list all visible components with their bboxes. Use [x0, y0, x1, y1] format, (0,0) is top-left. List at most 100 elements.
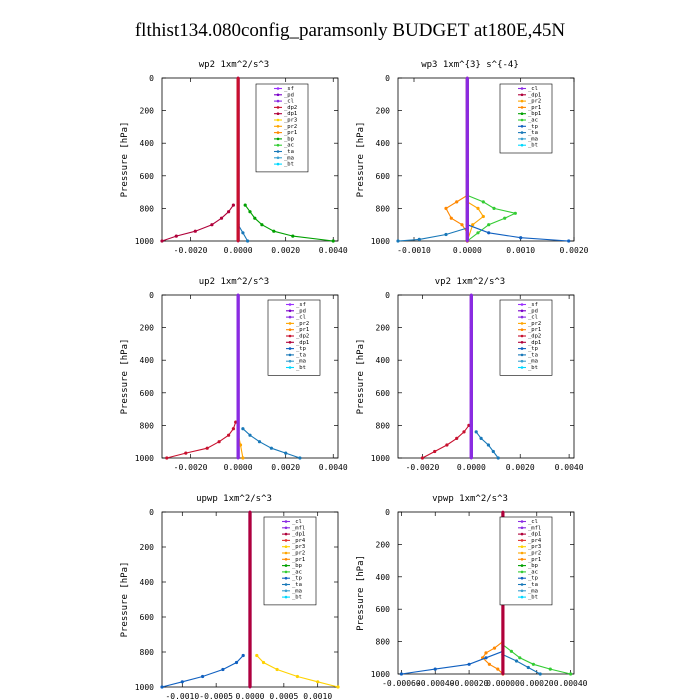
data-point [481, 200, 485, 204]
legend-label: _ma [528, 136, 538, 142]
data-point [248, 210, 252, 214]
series-line-ta [397, 227, 468, 242]
legend-label: _cl [296, 315, 306, 321]
legend-marker [284, 558, 288, 561]
y-tick-label: 800 [376, 204, 391, 213]
data-point [236, 141, 240, 145]
panel-1: wp2 1xm^2/s^3 Pressure [hPa] 0 200 400 600 800… [120, 60, 348, 255]
x-tick-label: 0.0040 [319, 246, 348, 255]
plot-frame [397, 294, 575, 459]
x-tick-label: 0.0040 [555, 463, 584, 472]
y-tick-label: 400 [140, 578, 155, 587]
data-point [444, 206, 448, 210]
legend-label: _ma [528, 588, 538, 594]
legend-label: _dp2 [528, 334, 541, 340]
data-point [501, 510, 505, 514]
series-line-tp [467, 224, 569, 242]
legend-marker [520, 576, 524, 580]
data-point [417, 237, 421, 241]
legend-marker [288, 347, 292, 350]
series-line-pr3 [256, 655, 339, 688]
x-tick-label: -0.0005 [199, 692, 233, 700]
x-tick-label: 0.0000 [224, 246, 253, 255]
y-tick-label: 600 [140, 389, 155, 398]
data-point [496, 667, 500, 671]
legend-marker [520, 334, 524, 338]
legend-box [255, 83, 309, 173]
y-tick-label: 0 [149, 74, 154, 83]
data-point [501, 640, 505, 643]
data-point [205, 446, 209, 450]
data-point [567, 239, 571, 243]
data-point [462, 430, 466, 434]
y-tick-label: 600 [140, 172, 155, 181]
legend-marker [288, 303, 292, 306]
series-line-ta [242, 428, 301, 459]
y-tick-label: 200 [376, 107, 391, 116]
data-point [513, 211, 517, 215]
data-point [236, 76, 240, 80]
data-point [284, 451, 288, 455]
x-tick-label: 0.0010 [303, 692, 332, 700]
data-point [487, 231, 491, 235]
y-tick-label: 600 [376, 389, 391, 398]
legend-marker [520, 143, 524, 147]
legend-label: _ma [292, 588, 302, 594]
data-point [491, 449, 495, 454]
legend-label: _dp2 [284, 105, 297, 111]
legend-marker [520, 558, 524, 561]
legend-marker [520, 545, 524, 548]
x-tick-label: 0.0000 [236, 692, 265, 700]
legend-marker [520, 87, 524, 90]
data-point [492, 206, 496, 210]
data-point [469, 391, 473, 395]
data-point [469, 293, 473, 297]
x-tick-label: 0.0020 [560, 246, 589, 255]
data-point [201, 674, 205, 679]
data-point [444, 232, 448, 237]
data-point [316, 680, 320, 684]
data-point [234, 660, 239, 665]
series-line-ta [502, 654, 541, 675]
legend-marker [276, 156, 280, 160]
data-point [234, 420, 238, 424]
legend-label: _cl [284, 99, 294, 105]
legend-marker [520, 137, 524, 141]
legend-label: _cl [528, 315, 538, 321]
legend-label: _ac [292, 569, 302, 575]
data-point [509, 649, 513, 653]
data-point [548, 667, 552, 671]
x-tick-label: 0.0010 [506, 246, 535, 255]
legend-label: _ta [296, 352, 306, 358]
x-tick-label: 0.0005 [269, 692, 298, 700]
y-tick-label: 1000 [135, 683, 154, 692]
x-tick-label: -0.0010 [397, 246, 431, 255]
data-point [481, 214, 485, 219]
y-tick-label: 600 [140, 613, 155, 622]
legend-label: _cl [528, 86, 538, 92]
data-point [486, 443, 490, 447]
data-point [396, 239, 400, 243]
data-point [487, 223, 491, 227]
legend-marker [520, 303, 524, 306]
data-point [445, 443, 449, 447]
x-tick-label: 0.0000 [224, 463, 253, 472]
plot-frame [161, 77, 339, 242]
data-point [449, 216, 453, 220]
legend-marker [276, 99, 280, 103]
y-tick-label: 0 [149, 291, 154, 300]
legend-label: _dp1 [528, 340, 541, 346]
data-point [399, 672, 403, 676]
data-point [248, 580, 252, 584]
legend-label: _tp [296, 346, 306, 352]
legend-marker [520, 526, 524, 530]
legend-marker [288, 315, 292, 319]
data-point [236, 456, 240, 460]
legend-marker [520, 125, 524, 128]
legend-label: _ta [528, 352, 538, 358]
data-point [465, 76, 469, 80]
y-axis-label: Pressure [hPa] [356, 555, 366, 631]
legend-marker [276, 106, 280, 109]
legend-marker [520, 589, 524, 593]
